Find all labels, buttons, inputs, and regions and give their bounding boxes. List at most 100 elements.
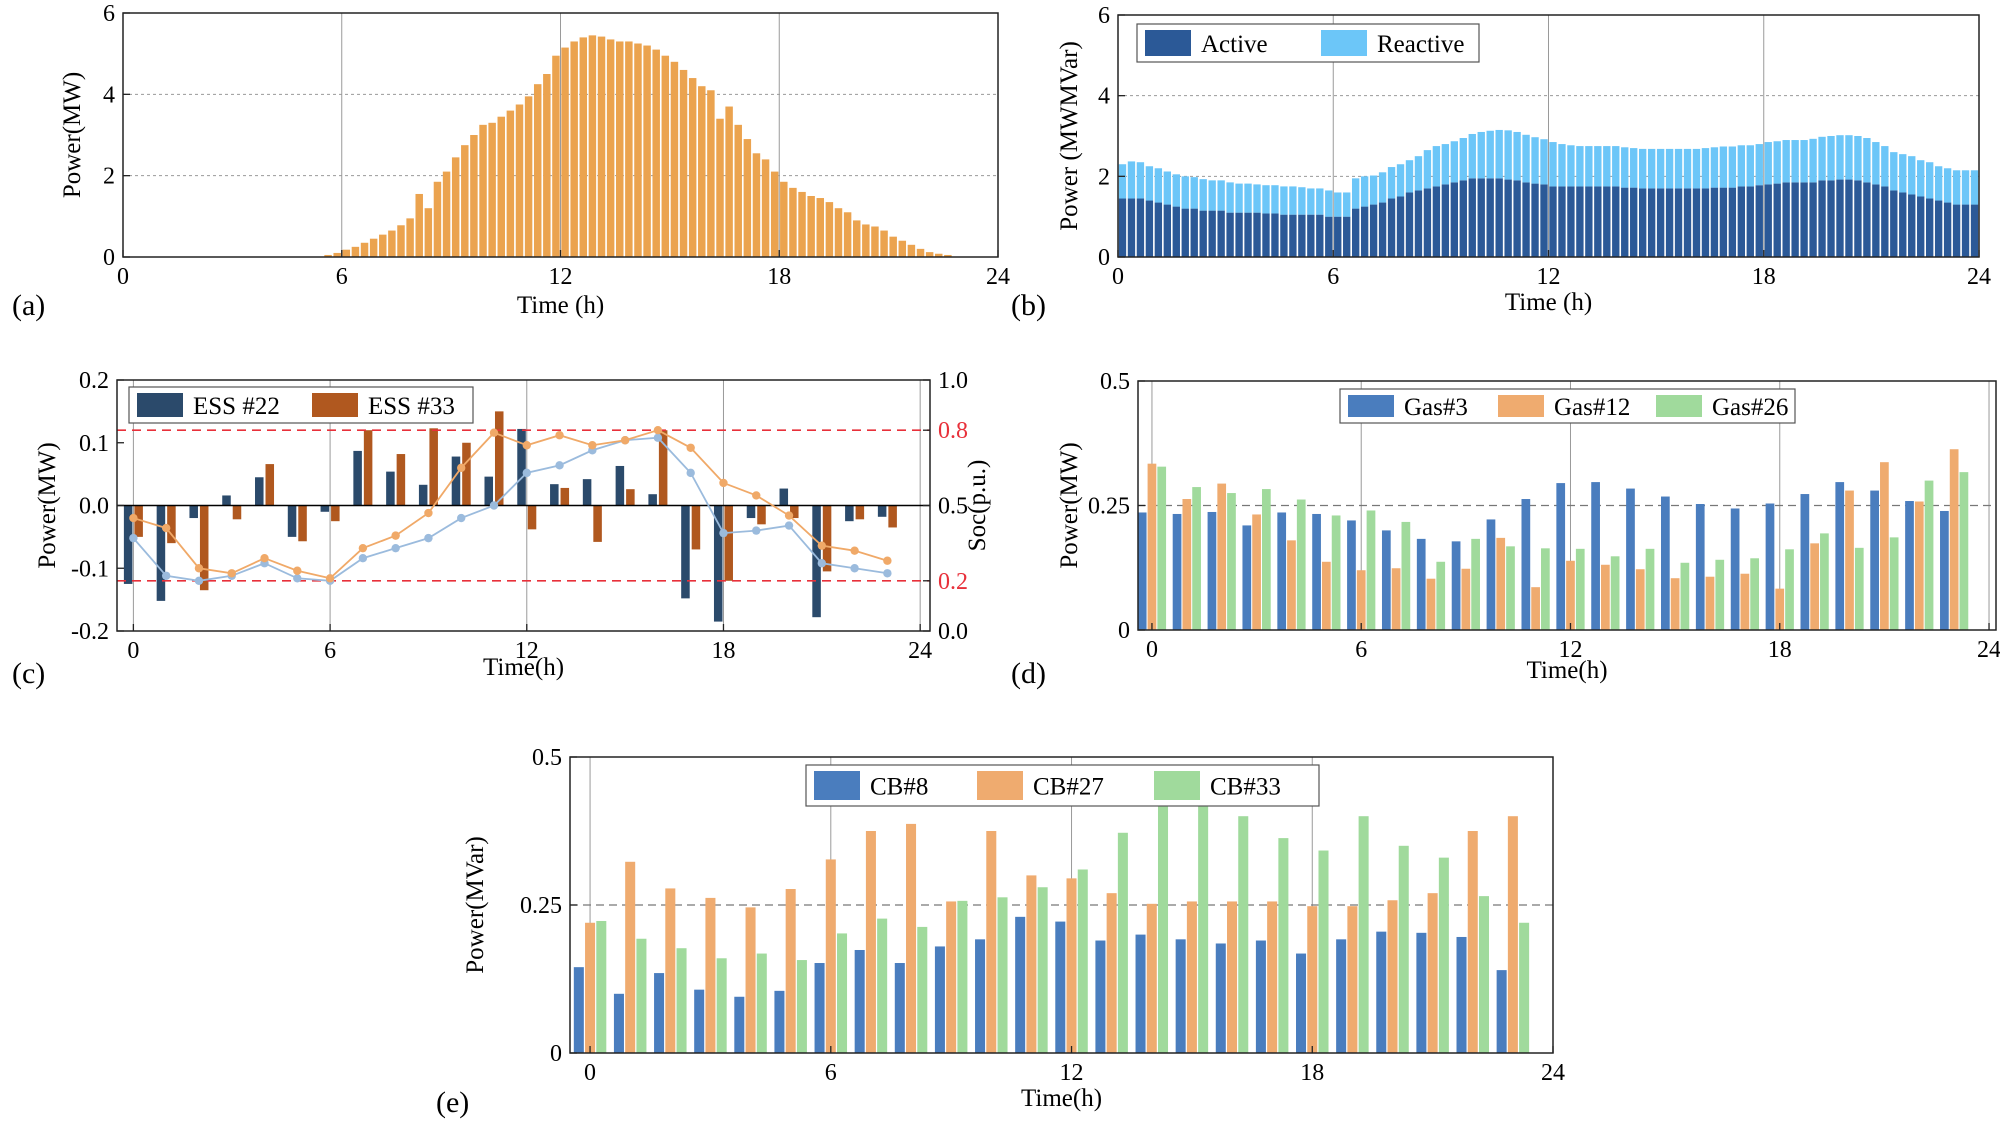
bar (997, 897, 1008, 1053)
panel-label: (d) (1011, 657, 1046, 690)
bar (1925, 162, 1934, 199)
soc-point (686, 443, 695, 452)
bar (834, 208, 843, 257)
bar (1138, 512, 1147, 630)
y-tick-label: 4 (1098, 84, 1110, 110)
x-axis-label: Time(h) (1526, 657, 1607, 684)
bar (353, 450, 362, 506)
bar (1175, 939, 1186, 1053)
y-tick-label: 4 (103, 82, 115, 108)
x-tick-label: 12 (1537, 264, 1561, 290)
bar (779, 488, 789, 506)
x-axis-label: Time(h) (1021, 1085, 1102, 1112)
y-tick-label: 2 (1098, 164, 1110, 190)
panel-label: (e) (436, 1086, 469, 1119)
bar (1106, 893, 1117, 1053)
bar (1208, 180, 1216, 211)
x-tick-label: 0 (1146, 637, 1158, 663)
soc-point (522, 468, 531, 478)
bar (351, 246, 360, 257)
bar (1414, 156, 1423, 191)
bar (1765, 503, 1775, 630)
bar (1710, 147, 1719, 188)
bar (1863, 182, 1871, 257)
bar (1360, 176, 1369, 207)
bar (1782, 140, 1790, 183)
legend-label: CB#8 (870, 774, 928, 801)
x-tick-label: 0 (1112, 264, 1124, 290)
bar (418, 484, 428, 506)
bar (388, 230, 396, 257)
bar (1755, 185, 1763, 257)
bar (1366, 510, 1376, 630)
bar (613, 993, 624, 1053)
bar (1782, 182, 1790, 257)
bar (1459, 138, 1467, 181)
x-axis-label: Time (h) (1505, 289, 1592, 316)
y-axis-label: Power(MW) (1056, 442, 1083, 568)
x-tick-label: 18 (711, 638, 735, 664)
bar (1558, 144, 1566, 187)
bar (1810, 543, 1819, 630)
y-tick-label: 0.0 (79, 494, 109, 520)
bar (716, 958, 727, 1053)
bar (1961, 204, 1970, 257)
bar (907, 244, 916, 257)
legend-label: Active (1201, 31, 1268, 58)
bar (807, 196, 815, 257)
y-axis-label: Power(MW) (59, 72, 86, 198)
bar (852, 220, 861, 257)
y-tick-label-right: 1.0 (938, 368, 968, 394)
bar (1398, 845, 1409, 1053)
bar (1289, 214, 1297, 257)
soc-point (457, 463, 466, 473)
bar (1905, 501, 1914, 630)
bar (1809, 182, 1817, 257)
bar (1952, 204, 1961, 257)
soc-point (293, 574, 302, 583)
bar (1701, 148, 1710, 189)
bar (1207, 511, 1217, 630)
bar (975, 939, 986, 1053)
bar (1343, 216, 1351, 257)
x-tick-label: 18 (1768, 637, 1792, 663)
soc-line (132, 436, 888, 582)
bar (877, 918, 888, 1053)
bar (1235, 212, 1243, 257)
bar (1506, 546, 1515, 630)
bar (1755, 144, 1763, 186)
bar (1513, 180, 1521, 257)
x-tick-label: 24 (1541, 1060, 1565, 1086)
bar (757, 505, 766, 525)
bar (625, 861, 636, 1053)
bar (462, 442, 471, 506)
bar (167, 505, 176, 544)
legend-label: ESS #33 (368, 393, 455, 420)
y-tick-label-right: 0.0 (938, 619, 968, 645)
soc-point (293, 566, 302, 575)
bar (1334, 192, 1342, 217)
legend-frame (1136, 23, 1480, 63)
bar (1612, 146, 1620, 187)
bar (1773, 141, 1781, 184)
bar (1647, 188, 1656, 257)
bar (871, 226, 879, 257)
bar (1182, 499, 1192, 630)
bar (1836, 179, 1844, 257)
bar (1635, 569, 1645, 630)
bar (588, 35, 597, 257)
bar (1719, 187, 1728, 257)
bar (433, 181, 442, 257)
soc-point (358, 554, 368, 563)
bar (1227, 901, 1238, 1053)
bar (648, 494, 657, 506)
bar (1387, 198, 1396, 257)
bar (1970, 170, 1979, 205)
soc-point (457, 513, 466, 523)
bar (798, 191, 806, 257)
bar (1461, 568, 1471, 630)
bar (670, 61, 679, 257)
bar (232, 505, 242, 520)
bar (616, 41, 624, 257)
